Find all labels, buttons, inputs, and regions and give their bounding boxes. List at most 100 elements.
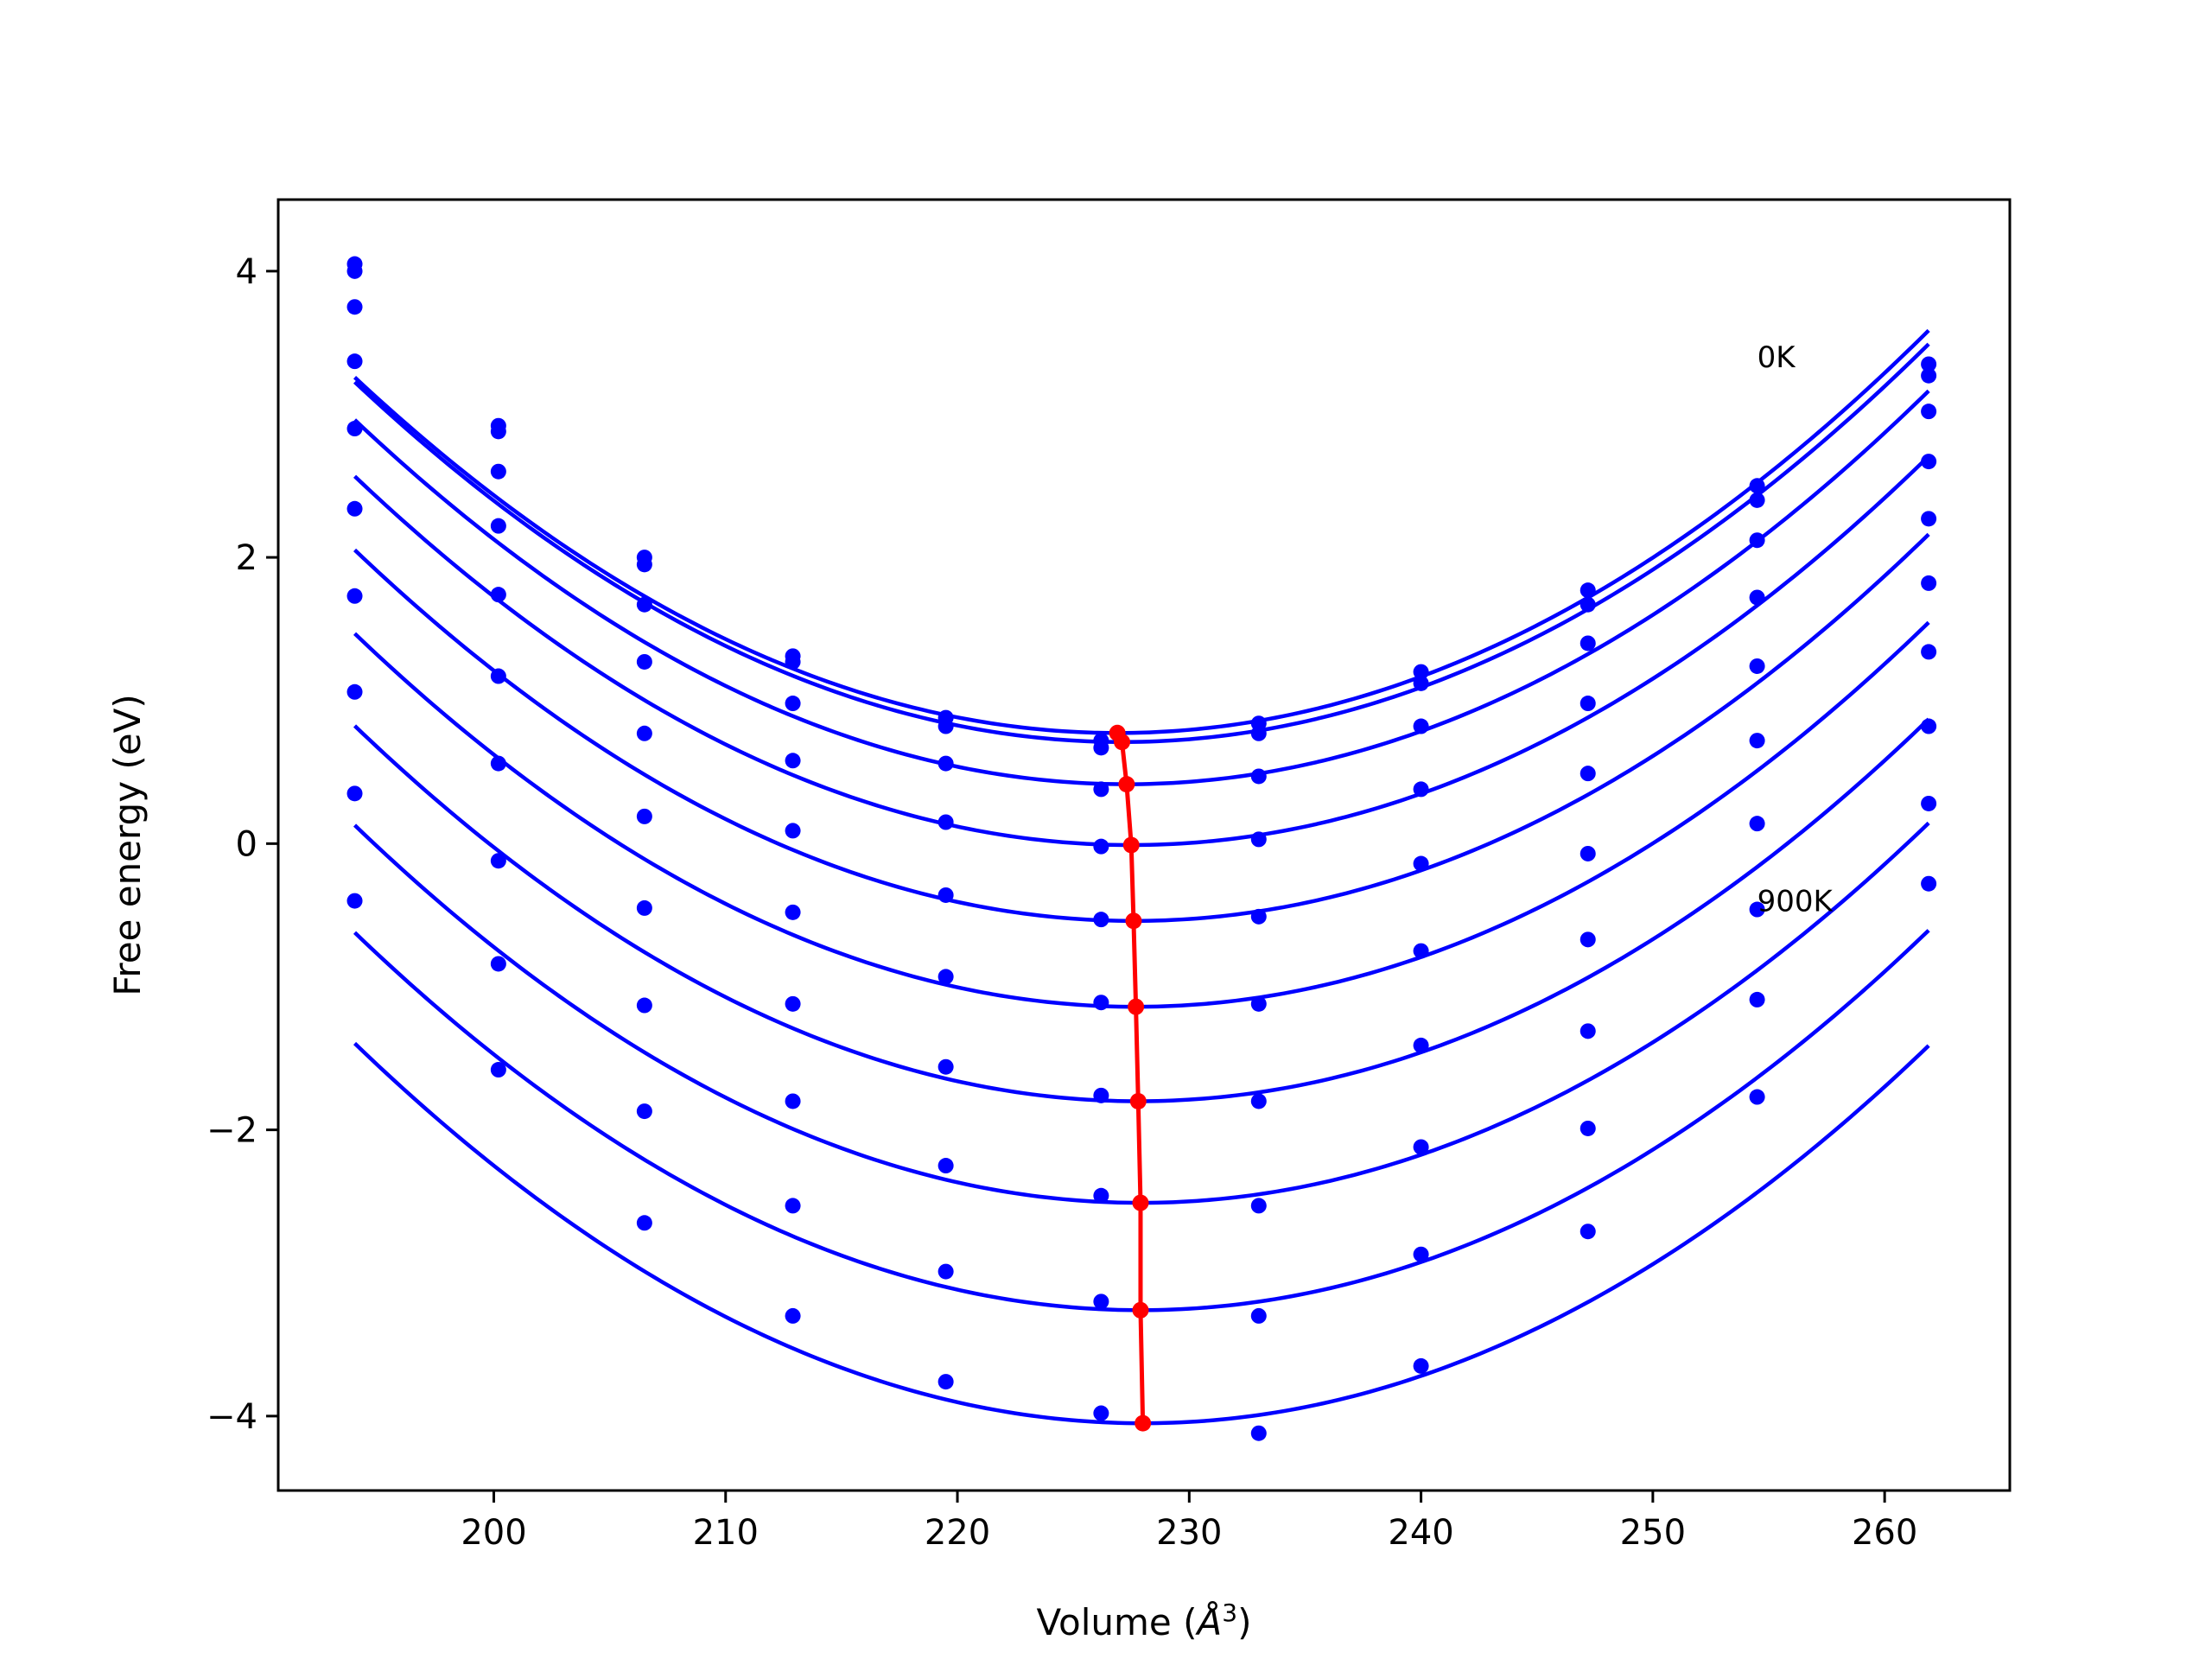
x-tick-label: 250 (1620, 1513, 1686, 1553)
data-point (1250, 1093, 1267, 1109)
data-point (1093, 1187, 1109, 1204)
curve-annotation: 0K (1758, 340, 1797, 375)
data-point (1921, 511, 1937, 527)
data-point (1749, 532, 1765, 549)
data-point (1580, 696, 1596, 712)
data-point (1093, 1087, 1109, 1103)
data-point (1580, 582, 1596, 599)
data-point (1250, 908, 1267, 925)
data-point (636, 653, 652, 670)
data-point (346, 500, 363, 517)
data-point (1921, 575, 1937, 591)
fit-curve-0 (353, 328, 1930, 735)
y-tick-label: 2 (236, 538, 257, 578)
data-point (1093, 838, 1109, 855)
data-point (785, 696, 801, 712)
data-point (1250, 725, 1267, 741)
plot-frame (276, 198, 2012, 1492)
fit-curve-3 (353, 454, 1930, 848)
data-point (1921, 875, 1937, 892)
minimum-point (1125, 912, 1142, 930)
y-tick-label: 4 (236, 252, 257, 292)
x-tick-label: 200 (461, 1513, 526, 1553)
data-point (1580, 635, 1596, 652)
data-point (1413, 664, 1429, 680)
data-point (490, 755, 506, 772)
data-point (1921, 795, 1937, 811)
data-point (1250, 995, 1267, 1012)
data-point (1749, 589, 1765, 606)
data-point (1093, 912, 1109, 928)
data-point (490, 853, 506, 869)
data-point (1749, 478, 1765, 494)
data-point (1921, 454, 1937, 470)
data-point (938, 887, 954, 903)
data-point (490, 518, 506, 534)
data-point (1749, 991, 1765, 1007)
data-point (346, 893, 363, 909)
data-point (785, 653, 801, 670)
data-point (1093, 781, 1109, 798)
x-tick-label: 230 (1156, 1513, 1222, 1553)
data-point (1093, 995, 1109, 1011)
data-point (1749, 816, 1765, 832)
data-point (636, 596, 652, 613)
data-point (490, 423, 506, 440)
y-axis-label: Free energy (eV) (106, 694, 149, 996)
minimum-point (1128, 998, 1145, 1015)
data-point (1749, 1089, 1765, 1105)
y-axis: −4 −2 0 2 4 (207, 252, 278, 1437)
data-point (1921, 404, 1937, 420)
data-point (1413, 781, 1429, 798)
data-point (1749, 658, 1765, 674)
y-tick-label: −4 (207, 1397, 257, 1437)
data-point (1580, 1120, 1596, 1136)
data-point (1580, 845, 1596, 861)
data-point (938, 1263, 954, 1280)
data-point (938, 1374, 954, 1390)
minimum-point (1132, 1301, 1149, 1319)
data-point (346, 299, 363, 315)
data-point (1413, 1139, 1429, 1155)
data-point (346, 683, 363, 700)
data-point (1250, 1198, 1267, 1214)
data-point (636, 899, 652, 916)
data-point (346, 353, 363, 370)
fit-curve-1 (353, 342, 1930, 744)
data-point (636, 997, 652, 1014)
curve-annotation: 900K (1758, 885, 1834, 919)
annotations: 0K 900K (1758, 340, 1834, 918)
data-point (938, 1158, 954, 1174)
data-point (636, 725, 652, 741)
data-point (938, 1058, 954, 1075)
fit-curve-6 (353, 717, 1930, 1103)
data-point (636, 1215, 652, 1231)
fit-curve-7 (353, 821, 1930, 1205)
data-point (346, 785, 363, 802)
data-point (1580, 766, 1596, 782)
data-point (1093, 740, 1109, 756)
data-point (938, 718, 954, 734)
data-point (785, 995, 801, 1012)
data-point (346, 421, 363, 437)
data-point (1093, 1294, 1109, 1310)
data-point (785, 1307, 801, 1324)
data-point (346, 588, 363, 604)
data-point (785, 904, 801, 920)
data-point (1250, 1425, 1267, 1441)
x-tick-label: 240 (1388, 1513, 1453, 1553)
data-point (490, 956, 506, 972)
data-point (1749, 492, 1765, 508)
data-point (1413, 855, 1429, 872)
x-tick-label: 210 (693, 1513, 759, 1553)
fit-curve-2 (353, 389, 1930, 786)
data-point (1413, 1357, 1429, 1374)
fit-curve-5 (353, 620, 1930, 1009)
x-axis: 200 210 220 230 240 250 260 (461, 1491, 1917, 1553)
data-point (1413, 675, 1429, 691)
data-point (1921, 718, 1937, 734)
data-point (1250, 1307, 1267, 1324)
minima-line (1115, 732, 1146, 1424)
x-axis-label: Volume (Å3) (1037, 1599, 1252, 1644)
